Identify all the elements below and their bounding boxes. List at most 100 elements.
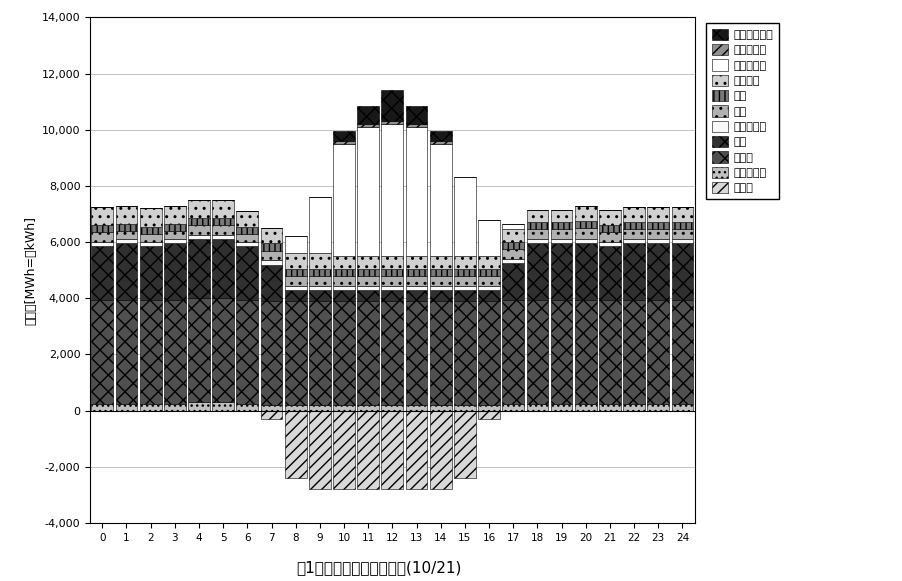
Bar: [575, 243, 596, 300]
Bar: [309, 253, 331, 269]
Bar: [406, 127, 428, 256]
Bar: [357, 405, 379, 411]
Bar: [454, 290, 475, 301]
Bar: [285, 236, 307, 253]
Bar: [502, 242, 524, 249]
Bar: [454, 411, 475, 478]
Bar: [648, 223, 669, 229]
Bar: [212, 239, 234, 298]
Bar: [551, 210, 573, 223]
Bar: [115, 404, 137, 411]
Bar: [382, 269, 403, 276]
Bar: [478, 256, 500, 269]
Bar: [623, 239, 645, 243]
Bar: [261, 301, 282, 405]
Bar: [454, 269, 475, 276]
Bar: [430, 144, 452, 256]
Bar: [478, 405, 500, 411]
Bar: [502, 229, 524, 242]
Bar: [91, 246, 113, 300]
Bar: [502, 259, 524, 263]
Bar: [189, 402, 210, 411]
Bar: [599, 225, 621, 232]
Bar: [357, 301, 379, 405]
Bar: [527, 223, 548, 229]
Bar: [189, 200, 210, 218]
Bar: [382, 286, 403, 290]
Bar: [623, 207, 645, 223]
Bar: [357, 269, 379, 276]
Bar: [212, 235, 234, 239]
Bar: [527, 229, 548, 239]
Bar: [430, 290, 452, 301]
Bar: [551, 404, 573, 411]
Bar: [406, 290, 428, 301]
Bar: [478, 301, 500, 405]
Bar: [91, 242, 113, 246]
Bar: [333, 256, 354, 269]
Bar: [406, 106, 428, 124]
Bar: [309, 286, 331, 290]
Bar: [430, 411, 452, 489]
Bar: [430, 141, 452, 144]
Bar: [502, 263, 524, 300]
Bar: [382, 405, 403, 411]
Bar: [648, 239, 669, 243]
Bar: [430, 301, 452, 405]
Bar: [189, 235, 210, 239]
Bar: [648, 404, 669, 411]
Bar: [648, 300, 669, 404]
Bar: [382, 124, 403, 256]
Bar: [430, 276, 452, 286]
Bar: [164, 231, 186, 239]
Bar: [623, 300, 645, 404]
Bar: [527, 243, 548, 300]
Bar: [648, 229, 669, 239]
Bar: [115, 300, 137, 404]
Bar: [648, 207, 669, 223]
Bar: [309, 411, 331, 489]
Bar: [599, 232, 621, 242]
Bar: [406, 286, 428, 290]
Bar: [333, 276, 354, 286]
Bar: [140, 242, 161, 246]
Bar: [430, 131, 452, 141]
Bar: [212, 225, 234, 235]
Bar: [91, 300, 113, 404]
Bar: [599, 242, 621, 246]
Bar: [672, 300, 694, 404]
Bar: [502, 249, 524, 259]
Bar: [502, 404, 524, 411]
Bar: [261, 411, 282, 419]
Bar: [430, 256, 452, 269]
Bar: [115, 231, 137, 239]
Bar: [261, 250, 282, 260]
Bar: [333, 405, 354, 411]
Bar: [285, 411, 307, 478]
Bar: [551, 229, 573, 239]
Bar: [648, 243, 669, 300]
Bar: [406, 411, 428, 489]
Bar: [333, 131, 354, 141]
Bar: [406, 276, 428, 286]
Bar: [140, 227, 161, 234]
Bar: [357, 124, 379, 127]
Bar: [406, 269, 428, 276]
Text: 図1　九州電力の出力調整(10/21): 図1 九州電力の出力調整(10/21): [296, 560, 462, 575]
Bar: [382, 276, 403, 286]
Bar: [357, 276, 379, 286]
Bar: [357, 106, 379, 124]
Bar: [527, 300, 548, 404]
Bar: [115, 239, 137, 243]
Bar: [430, 286, 452, 290]
Bar: [478, 290, 500, 301]
Bar: [333, 301, 354, 405]
Bar: [454, 405, 475, 411]
Bar: [430, 269, 452, 276]
Bar: [382, 256, 403, 269]
Bar: [382, 411, 403, 489]
Bar: [454, 301, 475, 405]
Bar: [478, 286, 500, 290]
Bar: [140, 209, 161, 227]
Bar: [309, 290, 331, 301]
